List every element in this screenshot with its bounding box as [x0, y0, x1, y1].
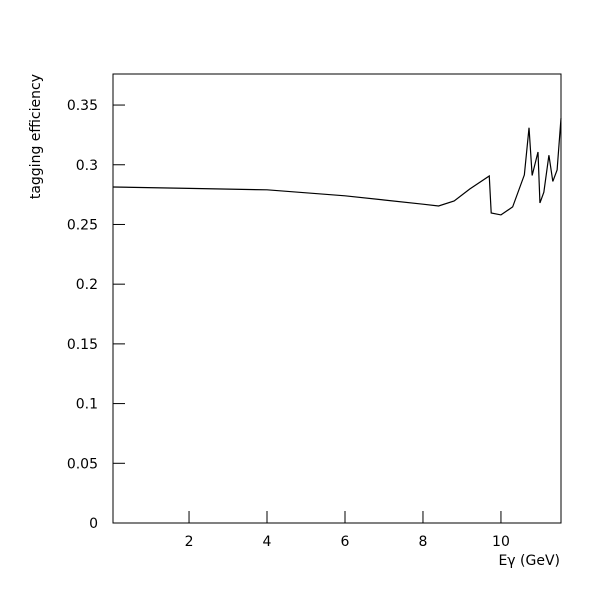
- plot-frame: [112, 73, 562, 524]
- y-tick-label: 0.1: [76, 397, 98, 413]
- x-tick-label: 6: [341, 534, 350, 550]
- x-tick-label: 2: [185, 534, 194, 550]
- y-tick-label: 0.25: [67, 217, 98, 233]
- y-tick-label: 0.35: [67, 98, 98, 114]
- x-tick-label: 10: [492, 534, 510, 550]
- x-axis-label: Eγ (GeV): [498, 553, 560, 569]
- x-tick-label: 8: [419, 534, 428, 550]
- y-tick-label: 0.05: [67, 456, 98, 472]
- y-tick-label: 0.15: [67, 337, 98, 353]
- y-tick-label: 0.2: [76, 277, 98, 293]
- x-tick-label: 4: [263, 534, 272, 550]
- y-tick-label: 0: [89, 516, 98, 532]
- data-line: [112, 118, 562, 216]
- y-tick-label: 0.3: [76, 158, 98, 174]
- y-axis-label: tagging efficiency: [28, 74, 44, 199]
